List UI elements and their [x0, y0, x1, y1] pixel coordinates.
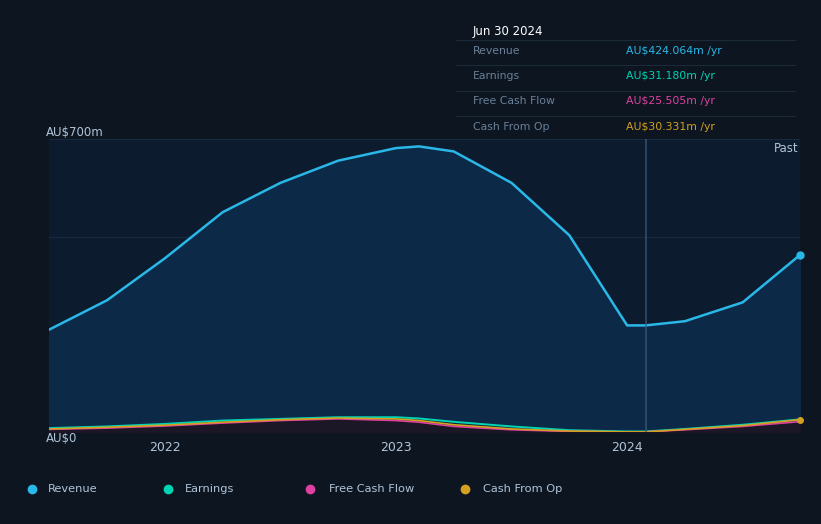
Text: AU$30.331m /yr: AU$30.331m /yr: [626, 122, 715, 132]
Text: Free Cash Flow: Free Cash Flow: [473, 96, 554, 106]
Text: AU$424.064m /yr: AU$424.064m /yr: [626, 46, 722, 56]
Text: AU$0: AU$0: [45, 432, 77, 445]
Text: Jun 30 2024: Jun 30 2024: [473, 25, 544, 38]
Text: AU$25.505m /yr: AU$25.505m /yr: [626, 96, 715, 106]
Text: Revenue: Revenue: [48, 484, 98, 494]
Text: Cash From Op: Cash From Op: [484, 484, 562, 494]
Text: Free Cash Flow: Free Cash Flow: [329, 484, 415, 494]
Text: Earnings: Earnings: [185, 484, 234, 494]
Text: Cash From Op: Cash From Op: [473, 122, 549, 132]
Text: Earnings: Earnings: [473, 71, 520, 81]
Text: AU$31.180m /yr: AU$31.180m /yr: [626, 71, 715, 81]
Text: Revenue: Revenue: [473, 46, 521, 56]
Text: Past: Past: [773, 142, 798, 155]
Text: AU$700m: AU$700m: [45, 126, 103, 139]
